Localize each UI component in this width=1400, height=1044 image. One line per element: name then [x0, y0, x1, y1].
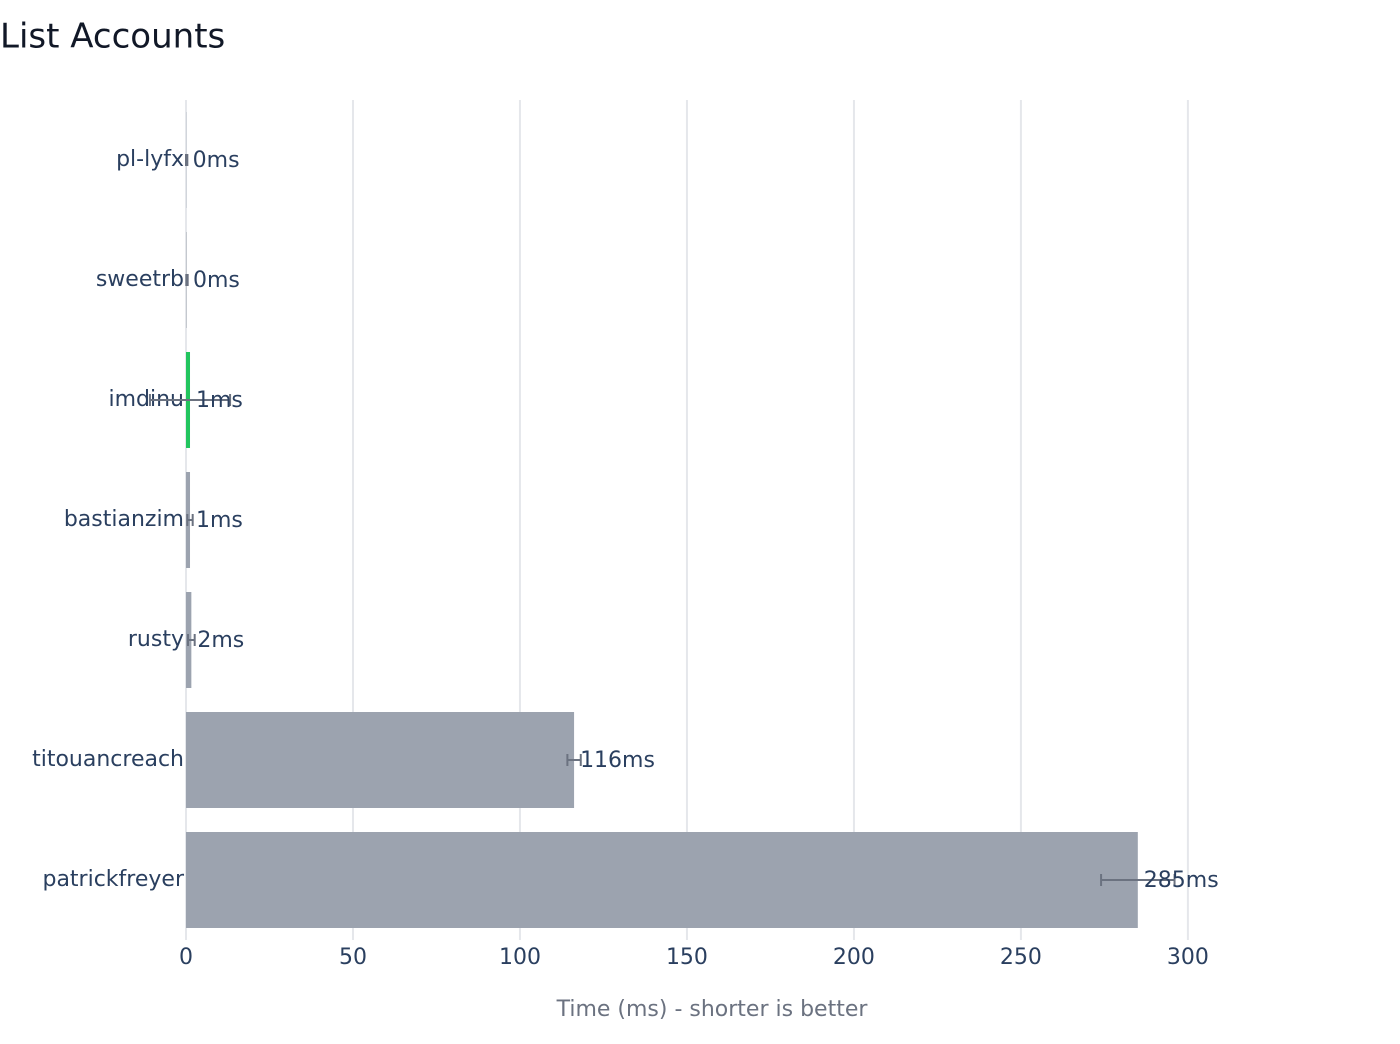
x-tick-label: 300: [1167, 945, 1209, 970]
y-tick-label: rusty: [128, 627, 184, 652]
value-label: 1ms: [196, 388, 243, 413]
x-axis-title: Time (ms) - shorter is better: [556, 997, 869, 1022]
value-label: 0ms: [193, 148, 240, 173]
value-label: 1ms: [196, 508, 243, 533]
y-tick-label: bastianzim: [64, 507, 184, 532]
chart-title: List Accounts: [0, 17, 225, 57]
x-tick-label: 250: [1000, 945, 1042, 970]
bar: [186, 832, 1138, 928]
value-label: 285ms: [1144, 868, 1219, 893]
y-tick-label: pl-lyfx: [116, 147, 184, 172]
value-label: 116ms: [580, 748, 655, 773]
x-tick-label: 50: [339, 945, 367, 970]
value-label: 2ms: [197, 628, 244, 653]
y-tick-label: titouancreach: [32, 747, 184, 772]
y-tick-label: sweetrb: [96, 267, 184, 292]
x-tick-label: 0: [179, 945, 193, 970]
x-tick-label: 200: [833, 945, 875, 970]
bar: [186, 712, 575, 808]
y-tick-label: patrickfreyer: [42, 867, 184, 892]
x-tick-label: 150: [666, 945, 708, 970]
x-tick-label: 100: [499, 945, 541, 970]
value-label: 0ms: [193, 268, 240, 293]
